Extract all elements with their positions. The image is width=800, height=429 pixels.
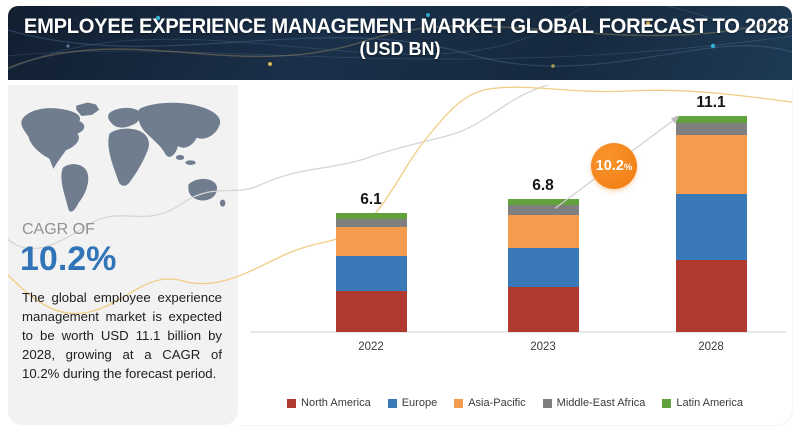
x-axis-line — [250, 331, 786, 333]
legend-label: Asia-Pacific — [468, 397, 526, 409]
legend-swatch-icon — [454, 398, 464, 408]
chart-legend: North America Europe Asia-Pacific Middle-Ea… — [238, 397, 792, 409]
year-label-2028: 2028 — [698, 341, 724, 353]
segment-middle-east-africa-2022 — [335, 218, 407, 227]
legend-item-latin-america: Latin America — [662, 397, 743, 409]
legend-swatch-icon — [662, 398, 672, 408]
segment-europe-2028 — [675, 193, 747, 260]
total-label-2022: 6.1 — [360, 191, 382, 209]
segment-middle-east-africa-2023 — [507, 205, 579, 215]
segment-north-america-2028 — [675, 259, 747, 332]
legend-item-asia-pacific: Asia-Pacific — [454, 397, 526, 409]
header-banner: EMPLOYEE EXPERIENCE MANAGEMENT MARKET GL… — [8, 6, 792, 80]
legend-label: North America — [301, 397, 371, 409]
year-label-2022: 2022 — [358, 341, 384, 353]
bar-group-2028 — [675, 115, 747, 332]
total-label-2028: 11.1 — [696, 93, 726, 111]
cagr-badge: 10.2% — [591, 143, 637, 189]
stacked-bars-layer: 6.1 2022 6.8 2023 11.1 2028 — [238, 85, 792, 425]
segment-middle-east-africa-2028 — [675, 123, 747, 136]
title-line-2: (USD BN) — [359, 39, 441, 59]
segment-europe-2022 — [335, 255, 407, 292]
market-summary-text: The global employee experience managemen… — [22, 290, 222, 381]
header-network-decoration — [8, 6, 792, 71]
legend-item-middle-east-africa: Middle-East Africa — [542, 397, 646, 409]
bar-group-2022 — [335, 213, 407, 332]
bar-group-2023 — [507, 199, 579, 332]
segment-latin-america-2028 — [675, 115, 747, 124]
segment-asia-pacific-2028 — [675, 135, 747, 194]
legend-swatch-icon — [287, 398, 297, 408]
legend-item-europe: Europe — [387, 397, 438, 409]
legend-label: Latin America — [676, 397, 743, 409]
page-title: EMPLOYEE EXPERIENCE MANAGEMENT MARKET GL… — [8, 6, 792, 60]
summary-sidebar: CAGR OF 10.2% The global employee experi… — [8, 85, 238, 425]
segment-europe-2023 — [507, 248, 579, 288]
segment-north-america-2022 — [335, 291, 407, 332]
segment-asia-pacific-2023 — [507, 215, 579, 249]
year-label-2023: 2023 — [530, 341, 556, 353]
chart-area: 6.1 2022 6.8 2023 11.1 2028 10.2% North Ameri… — [238, 85, 792, 425]
cagr-value: 10.2% — [20, 240, 117, 278]
title-line-1: EMPLOYEE EXPERIENCE MANAGEMENT MARKET GL… — [23, 15, 789, 38]
segment-north-america-2023 — [507, 287, 579, 332]
total-label-2023: 6.8 — [532, 177, 554, 195]
legend-label: Middle-East Africa — [556, 397, 646, 409]
legend-item-north-america: North America — [287, 397, 371, 409]
cagr-label: CAGR OF — [22, 221, 95, 238]
cagr-badge-value: 10.2 — [595, 158, 624, 174]
legend-swatch-icon — [387, 398, 397, 408]
segment-asia-pacific-2022 — [335, 226, 407, 256]
legend-label: Europe — [401, 397, 438, 409]
world-map-graphic — [21, 102, 226, 212]
percent-sign: % — [623, 162, 633, 173]
legend-swatch-icon — [542, 398, 552, 408]
